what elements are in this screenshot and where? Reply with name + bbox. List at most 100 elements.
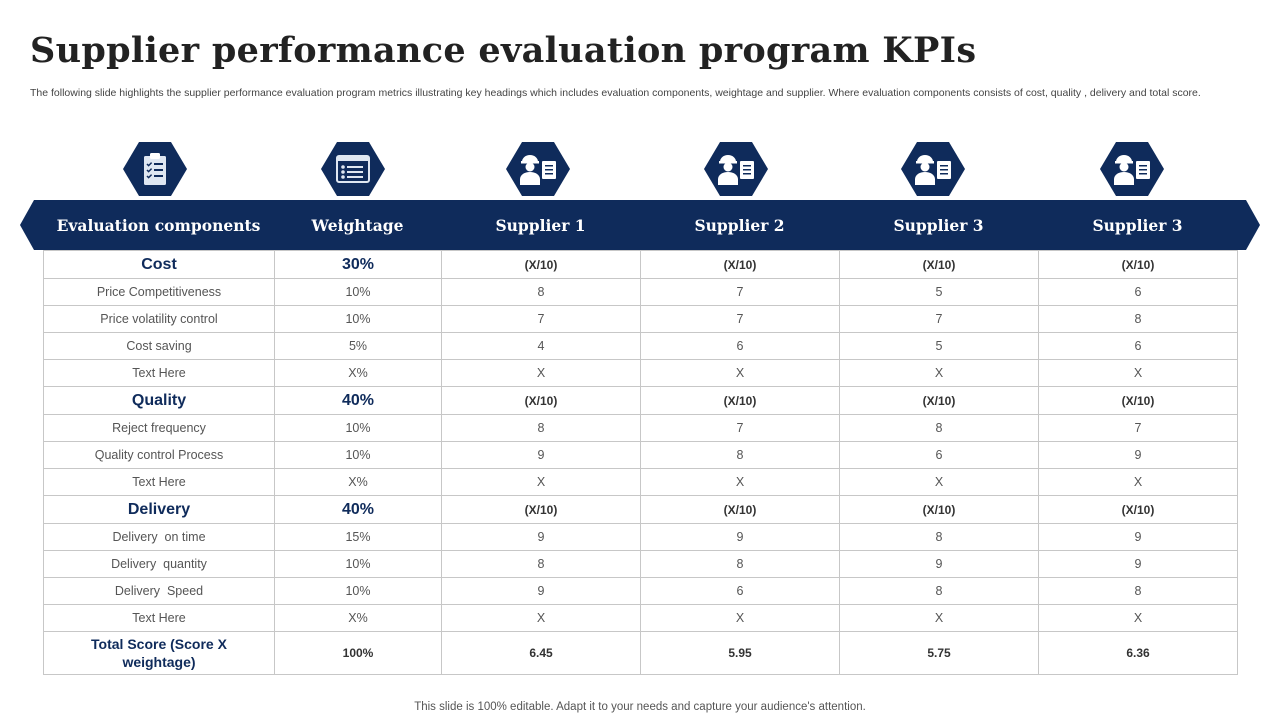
score-cell: 8 — [1038, 577, 1238, 605]
component-cell: Quality control Process — [43, 441, 275, 469]
score-cell: 8 — [441, 414, 641, 442]
component-cell: Text Here — [43, 359, 275, 387]
score-cell: (X/10) — [839, 386, 1039, 415]
score-cell: X — [640, 468, 840, 496]
score-cell: X — [441, 359, 641, 387]
table-row: Cost saving 5% 4 6 5 6 — [43, 332, 1238, 360]
score-cell: 7 — [1038, 414, 1238, 442]
table-row: Price volatility control 10% 7 7 7 8 — [43, 305, 1238, 333]
component-cell: Cost — [43, 250, 275, 279]
score-cell: (X/10) — [441, 250, 641, 279]
table-row: Quality control Process 10% 9 8 6 9 — [43, 441, 1238, 469]
score-cell: X — [1038, 604, 1238, 632]
score-cell: X — [441, 468, 641, 496]
score-cell: X — [640, 604, 840, 632]
score-cell: 6 — [1038, 332, 1238, 360]
worker-clipboard-icon — [704, 142, 768, 196]
header-supplier-1: Supplier 1 — [495, 215, 586, 235]
component-cell: Quality — [43, 386, 275, 415]
score-cell: 9 — [1038, 550, 1238, 578]
weight-cell: 10% — [274, 441, 442, 469]
table-row: Delivery Speed 10% 9 6 8 8 — [43, 577, 1238, 605]
kpi-table: Cost 30% (X/10) (X/10) (X/10) (X/10) Pri… — [43, 250, 1238, 675]
score-cell: 8 — [640, 550, 840, 578]
score-cell: 9 — [1038, 441, 1238, 469]
score-cell: 8 — [640, 441, 840, 469]
slide-subtitle: The following slide highlights the suppl… — [30, 87, 1201, 99]
header-supplier-3-second: Supplier 3 — [1092, 215, 1183, 235]
score-cell: 8 — [839, 414, 1039, 442]
score-cell: X — [839, 604, 1039, 632]
score-cell: 8 — [441, 550, 641, 578]
component-cell: Price volatility control — [43, 305, 275, 333]
score-cell: 6 — [839, 441, 1039, 469]
table-row: Text Here X% X X X X — [43, 468, 1238, 496]
score-cell: 6.36 — [1038, 631, 1238, 675]
score-cell: X — [441, 604, 641, 632]
score-cell: 9 — [441, 523, 641, 551]
slide-title: Supplier performance evaluation program … — [30, 30, 977, 71]
worker-clipboard-icon — [901, 142, 965, 196]
table-row: Text Here X% X X X X — [43, 359, 1238, 387]
table-header-band — [20, 200, 1260, 250]
column-icons — [0, 142, 1280, 198]
weight-cell: X% — [274, 468, 442, 496]
score-cell: 9 — [640, 523, 840, 551]
score-cell: (X/10) — [839, 250, 1039, 279]
score-cell: 5.75 — [839, 631, 1039, 675]
component-cell: Text Here — [43, 468, 275, 496]
score-cell: X — [839, 359, 1039, 387]
score-cell: X — [640, 359, 840, 387]
table-row: Reject frequency 10% 8 7 8 7 — [43, 414, 1238, 442]
score-cell: 8 — [839, 523, 1039, 551]
weight-cell: 15% — [274, 523, 442, 551]
score-cell: 7 — [640, 305, 840, 333]
weight-cell: 5% — [274, 332, 442, 360]
component-cell: Text Here — [43, 604, 275, 632]
table-row: Price Competitiveness 10% 8 7 5 6 — [43, 278, 1238, 306]
weight-cell: 30% — [274, 250, 442, 279]
score-cell: 7 — [839, 305, 1039, 333]
score-cell: (X/10) — [1038, 250, 1238, 279]
weight-cell: 10% — [274, 414, 442, 442]
header-supplier-2: Supplier 2 — [694, 215, 785, 235]
score-cell: 8 — [441, 278, 641, 306]
weight-cell: 10% — [274, 305, 442, 333]
table-row: Delivery quantity 10% 8 8 9 9 — [43, 550, 1238, 578]
component-cell: Total Score (Score X weightage) — [43, 631, 275, 675]
header-weightage: Weightage — [311, 215, 404, 235]
total-score-row: Total Score (Score X weightage) 100% 6.4… — [43, 631, 1238, 675]
section-row-cost: Cost 30% (X/10) (X/10) (X/10) (X/10) — [43, 250, 1238, 279]
score-cell: 7 — [640, 278, 840, 306]
clipboard-checklist-icon — [123, 142, 187, 196]
score-cell: (X/10) — [441, 386, 641, 415]
weight-cell: 40% — [274, 386, 442, 415]
header-evaluation-components: Evaluation components — [56, 215, 261, 235]
score-cell: (X/10) — [839, 495, 1039, 524]
score-cell: 5.95 — [640, 631, 840, 675]
score-cell: 6 — [640, 332, 840, 360]
score-cell: 7 — [640, 414, 840, 442]
score-cell: 9 — [839, 550, 1039, 578]
weight-cell: X% — [274, 604, 442, 632]
form-list-icon — [321, 142, 385, 196]
weight-cell: 100% — [274, 631, 442, 675]
score-cell: 9 — [441, 441, 641, 469]
footer-note: This slide is 100% editable. Adapt it to… — [414, 701, 866, 713]
score-cell: 6 — [1038, 278, 1238, 306]
component-cell: Delivery — [43, 495, 275, 524]
weight-cell: 10% — [274, 577, 442, 605]
component-cell: Price Competitiveness — [43, 278, 275, 306]
score-cell: 6.45 — [441, 631, 641, 675]
score-cell: 9 — [1038, 523, 1238, 551]
score-cell: 4 — [441, 332, 641, 360]
table-row: Text Here X% X X X X — [43, 604, 1238, 632]
worker-clipboard-icon — [506, 142, 570, 196]
score-cell: 7 — [441, 305, 641, 333]
section-row-delivery: Delivery 40% (X/10) (X/10) (X/10) (X/10) — [43, 495, 1238, 524]
score-cell: 9 — [441, 577, 641, 605]
component-cell: Reject frequency — [43, 414, 275, 442]
score-cell: X — [839, 468, 1039, 496]
score-cell: 8 — [1038, 305, 1238, 333]
score-cell: (X/10) — [1038, 386, 1238, 415]
